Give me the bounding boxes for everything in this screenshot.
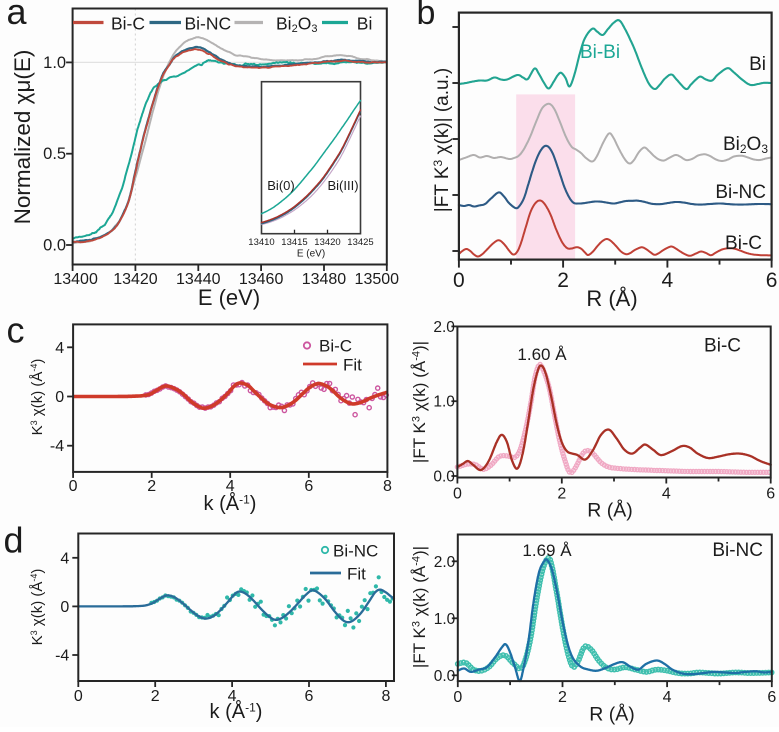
svg-text:Fit: Fit xyxy=(347,565,366,584)
svg-text:Bi-C: Bi-C xyxy=(111,14,145,34)
svg-text:2: 2 xyxy=(151,688,160,705)
svg-text:0: 0 xyxy=(55,389,64,406)
svg-text:13440: 13440 xyxy=(176,271,221,288)
svg-text:0.5: 0.5 xyxy=(43,145,66,163)
svg-text:Fit: Fit xyxy=(343,356,362,375)
svg-text:4: 4 xyxy=(55,340,64,357)
svg-text:13420: 13420 xyxy=(314,237,340,248)
svg-text:R (Å): R (Å) xyxy=(586,286,637,311)
svg-text:Bi-NC: Bi-NC xyxy=(333,542,378,561)
svg-text:4: 4 xyxy=(60,550,69,567)
svg-text:0: 0 xyxy=(453,689,462,706)
svg-text:13420: 13420 xyxy=(113,271,158,288)
svg-text:Bi-NC: Bi-NC xyxy=(715,182,766,203)
svg-text:c: c xyxy=(7,310,25,351)
svg-text:1.69 Å: 1.69 Å xyxy=(522,541,572,560)
svg-text:0.0: 0.0 xyxy=(43,237,66,255)
svg-text:0: 0 xyxy=(453,486,462,503)
svg-text:6: 6 xyxy=(767,689,776,706)
svg-text:2.0: 2.0 xyxy=(433,319,455,336)
svg-text:K3​ χ(k) (Å-4​): K3​ χ(k) (Å-4​) xyxy=(29,569,46,646)
svg-text:-4: -4 xyxy=(50,438,64,455)
svg-text:Bi-NC: Bi-NC xyxy=(185,14,232,34)
svg-text:Bi-Bi: Bi-Bi xyxy=(580,42,620,63)
svg-text:1.0: 1.0 xyxy=(434,611,456,628)
svg-text:0.0: 0.0 xyxy=(434,668,456,685)
svg-text:6: 6 xyxy=(304,478,313,495)
svg-text:Normalized χμ(E): Normalized χμ(E) xyxy=(10,50,35,225)
svg-text:13400: 13400 xyxy=(53,271,98,288)
svg-text:E (eV): E (eV) xyxy=(297,249,325,260)
svg-text:d: d xyxy=(4,520,24,561)
svg-text:1.60 Å: 1.60 Å xyxy=(517,345,567,364)
svg-text:E (eV): E (eV) xyxy=(198,285,260,310)
svg-text:Bi(III): Bi(III) xyxy=(327,178,358,193)
svg-text:K3​ χ(k) (Å-4​): K3​ χ(k) (Å-4​) xyxy=(29,359,46,436)
svg-text:Bi-C: Bi-C xyxy=(319,337,352,356)
svg-text:8: 8 xyxy=(381,688,390,705)
svg-text:Bi: Bi xyxy=(749,54,766,75)
svg-text:6: 6 xyxy=(766,269,778,292)
svg-text:2: 2 xyxy=(147,478,156,495)
svg-text:0: 0 xyxy=(453,269,465,292)
svg-text:2: 2 xyxy=(557,486,566,503)
svg-text:1.0: 1.0 xyxy=(433,394,455,411)
svg-text:Bi: Bi xyxy=(357,14,373,34)
svg-text:-4: -4 xyxy=(55,648,69,665)
svg-text:|FT K3​ χ(k) (Å-4​)|: |FT K3​ χ(k) (Å-4​)| xyxy=(410,546,429,668)
svg-text:R (Å): R (Å) xyxy=(589,703,635,726)
svg-text:6: 6 xyxy=(305,688,314,705)
svg-text:2: 2 xyxy=(557,269,569,292)
svg-text:0: 0 xyxy=(74,688,83,705)
svg-text:Bi-C: Bi-C xyxy=(725,233,762,254)
svg-text:Bi-C: Bi-C xyxy=(704,336,741,357)
svg-text:4: 4 xyxy=(663,689,672,706)
svg-text:0: 0 xyxy=(60,599,69,616)
svg-text:13480: 13480 xyxy=(302,271,347,288)
svg-text:1.0: 1.0 xyxy=(43,54,66,72)
svg-text:13410: 13410 xyxy=(248,237,274,248)
svg-text:6: 6 xyxy=(766,486,775,503)
svg-text:|FT K3​ χ(k)| (a.u.): |FT K3​ χ(k)| (a.u.) xyxy=(431,68,453,212)
svg-text:2.0: 2.0 xyxy=(434,554,456,571)
svg-text:13460: 13460 xyxy=(239,271,284,288)
svg-text:4: 4 xyxy=(226,478,235,495)
svg-text:k (Å-1​): k (Å-1​) xyxy=(204,492,257,515)
svg-text:4: 4 xyxy=(662,269,674,292)
svg-text:Bi2​O3​: Bi2​O3​ xyxy=(723,134,768,156)
svg-text:8: 8 xyxy=(383,478,392,495)
svg-text:R (Å): R (Å) xyxy=(587,499,633,522)
svg-text:13425: 13425 xyxy=(347,237,373,248)
svg-text:Bi(0): Bi(0) xyxy=(267,178,294,193)
svg-text:a: a xyxy=(7,0,28,32)
svg-text:4: 4 xyxy=(228,688,237,705)
svg-text:Bi-NC: Bi-NC xyxy=(712,540,763,561)
svg-text:13415: 13415 xyxy=(281,237,307,248)
svg-text:0.0: 0.0 xyxy=(433,469,455,486)
svg-text:b: b xyxy=(417,0,436,32)
svg-text:4: 4 xyxy=(662,486,671,503)
svg-text:13500: 13500 xyxy=(355,271,400,288)
svg-text:k (Å-1​): k (Å-1​) xyxy=(210,700,263,723)
svg-text:Bi2​O3​: Bi2​O3​ xyxy=(276,14,317,36)
svg-text:0: 0 xyxy=(69,478,78,495)
svg-text:|FT K3​ χ(k) (Å-4​)|: |FT K3​ χ(k) (Å-4​)| xyxy=(410,341,429,463)
svg-text:2: 2 xyxy=(558,689,567,706)
